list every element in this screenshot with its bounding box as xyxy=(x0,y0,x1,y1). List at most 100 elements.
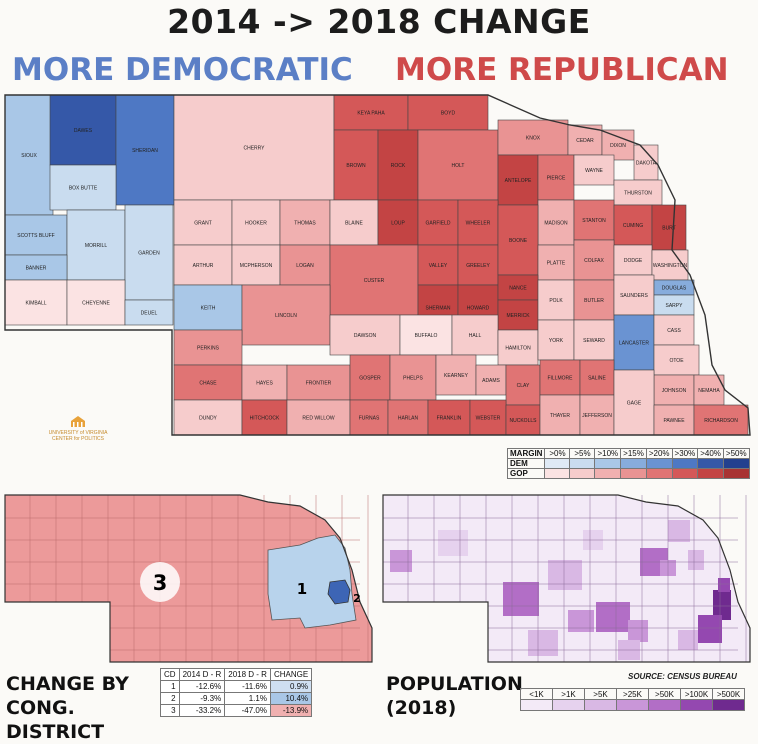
county-label: MADISON xyxy=(544,221,568,227)
county-label: HOOKER xyxy=(245,221,267,227)
county-label: SHERMAN xyxy=(425,306,450,312)
legend-threshold: >50% xyxy=(722,448,750,459)
cd-cell: -11.6% xyxy=(224,680,271,693)
pop-county xyxy=(390,550,412,572)
county-label: PHELPS xyxy=(403,376,423,382)
county-merrick xyxy=(497,299,539,331)
county-holt xyxy=(417,129,499,201)
legend-gop-label: GOP xyxy=(506,468,546,479)
county-label: JEFFERSON xyxy=(582,413,612,419)
county-jefferson xyxy=(579,394,615,436)
county-label: CHASE xyxy=(199,381,217,387)
legend-threshold: >30% xyxy=(671,448,699,459)
county-pawnee xyxy=(653,404,695,436)
pop-county xyxy=(503,582,539,616)
county-label: NUCKOLLS xyxy=(510,418,538,424)
pop-legend-swatch xyxy=(520,699,553,711)
county-saunders xyxy=(613,274,655,316)
county-label: FILLMORE xyxy=(547,376,573,382)
legend-threshold: >20% xyxy=(645,448,673,459)
cd-cell: 1.1% xyxy=(224,692,271,705)
county-label: NEMAHA xyxy=(698,388,720,394)
cd-col-header: 2018 D - R xyxy=(224,668,271,681)
county-madison xyxy=(537,199,575,246)
legend-threshold: >10% xyxy=(594,448,622,459)
county-label: SHERIDAN xyxy=(132,148,158,154)
county-saline xyxy=(579,359,615,396)
cd-col-header: CHANGE xyxy=(269,668,313,681)
county-boone xyxy=(497,204,539,276)
county-label: NANCE xyxy=(509,286,527,292)
county-garfield xyxy=(417,199,459,246)
county-label: CEDAR xyxy=(576,138,594,144)
legend-threshold: >15% xyxy=(620,448,647,459)
county-perkins xyxy=(173,329,243,366)
county-cheyenne xyxy=(66,279,126,326)
county-label: PERKINS xyxy=(197,346,220,352)
county-logan xyxy=(279,244,331,286)
county-label: DOUGLAS xyxy=(662,286,687,292)
cd3-label-halo xyxy=(140,562,180,602)
pop-county xyxy=(438,530,468,556)
county-dundy xyxy=(173,399,243,436)
county-label: BOONE xyxy=(509,238,528,244)
county-kimball xyxy=(4,279,68,326)
county-gosper xyxy=(349,354,391,401)
county-richardson xyxy=(693,404,749,436)
map-title: 2014 -> 2018 CHANGE xyxy=(167,2,591,41)
county-label: BOX BUTTE xyxy=(69,186,98,192)
county-label: THOMAS xyxy=(294,221,316,227)
county-cuming xyxy=(613,204,653,246)
county-label: HALL xyxy=(469,333,482,339)
pop-legend-swatch xyxy=(616,699,649,711)
pop-county xyxy=(568,610,594,632)
cd-section-title: CHANGE BY CONG. DISTRICT xyxy=(6,672,156,744)
county-label: FRANKLIN xyxy=(437,416,462,422)
cd1-label: 1 xyxy=(297,580,307,598)
cd-title-line-2: CONG. DISTRICT xyxy=(6,697,105,743)
county-webster xyxy=(469,399,507,436)
county-hamilton xyxy=(497,329,539,366)
county-label: GAGE xyxy=(627,401,642,407)
county-wheeler xyxy=(457,199,499,246)
county-boyd xyxy=(407,94,489,131)
county-label: DUNDY xyxy=(199,416,217,422)
county-label: THAYER xyxy=(550,413,570,419)
pop-legend-label: >50K xyxy=(648,688,681,700)
county-hooker xyxy=(231,199,281,246)
legend-margin-label: MARGIN xyxy=(506,448,546,459)
county-gage xyxy=(613,369,655,436)
county-label: MERRICK xyxy=(506,313,530,319)
legend-swatch xyxy=(620,468,647,479)
legend-swatch xyxy=(645,458,673,469)
legend-swatch xyxy=(544,458,571,469)
cd-change-cell: 10.4% xyxy=(269,692,313,705)
county-morrill xyxy=(66,209,126,281)
county-label: CHEYENNE xyxy=(82,301,110,307)
pop-legend-label: >5K xyxy=(584,688,617,700)
pop-legend-label: <1K xyxy=(520,688,553,700)
county-keya-paha xyxy=(333,94,409,131)
county-label: PLATTE xyxy=(547,261,566,267)
pop-state-outline xyxy=(382,494,751,663)
county-label: SARPY xyxy=(666,303,684,309)
pop-county xyxy=(713,590,731,620)
county-pierce xyxy=(537,154,575,201)
county-label: THURSTON xyxy=(624,191,652,197)
county-arthur xyxy=(173,244,233,286)
county-fillmore xyxy=(539,359,581,396)
county-label: PAWNEE xyxy=(663,418,685,424)
pop-title-line-1: POPULATION xyxy=(386,673,523,695)
county-label: DAKOTA xyxy=(636,161,657,167)
county-label: STANTON xyxy=(582,218,606,224)
county-label: ARTHUR xyxy=(193,263,214,269)
population-map xyxy=(382,494,751,663)
county-label: CLAY xyxy=(517,383,530,389)
county-label: LINCOLN xyxy=(275,313,297,319)
county-label: MCPHERSON xyxy=(240,263,273,269)
county-label: DIXON xyxy=(610,143,626,149)
county-hayes xyxy=(241,364,288,401)
cd-table-row: 1 -12.6% -11.6% 0.9% xyxy=(160,680,313,693)
pop-legend-labels: <1K >1K >5K >25K >50K >100K >500K xyxy=(520,688,745,700)
pop-county xyxy=(628,620,648,642)
